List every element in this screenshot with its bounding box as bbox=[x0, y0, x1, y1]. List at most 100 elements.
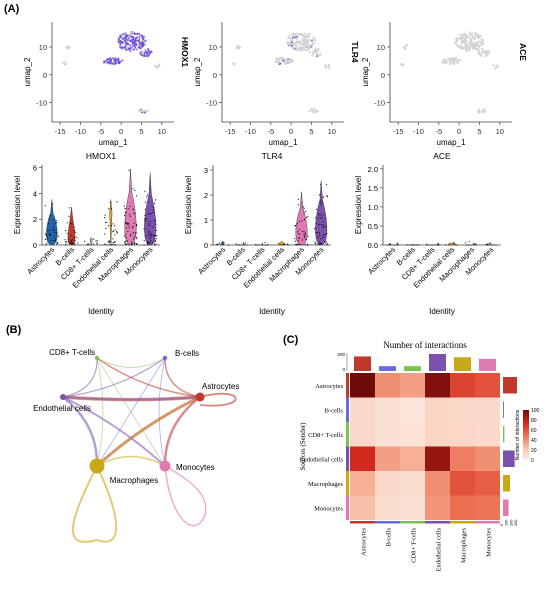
violin-point bbox=[114, 229, 116, 231]
umap-cell-point bbox=[306, 36, 309, 39]
umap-cell-point bbox=[477, 111, 480, 114]
violin-point bbox=[324, 240, 326, 243]
umap-cell-point bbox=[288, 35, 291, 38]
umap-cell-point bbox=[484, 55, 487, 58]
umap-cell-point bbox=[102, 59, 106, 62]
violin-point bbox=[112, 223, 114, 225]
umap-cell-point bbox=[314, 39, 317, 42]
violin-point bbox=[135, 232, 137, 234]
umap-cell-point bbox=[143, 48, 146, 51]
umap-cell-point bbox=[449, 57, 452, 60]
umap-cell-point bbox=[119, 60, 122, 63]
heatmap-cell bbox=[375, 495, 400, 520]
violin-shape bbox=[109, 199, 113, 246]
umap-cell-point bbox=[467, 35, 470, 38]
umap-cell-point bbox=[122, 37, 125, 41]
violin-point bbox=[144, 201, 147, 203]
violin-point bbox=[473, 243, 475, 245]
umap-cell-point bbox=[144, 39, 147, 42]
network-edge bbox=[62, 396, 201, 401]
umap-cell-point bbox=[138, 41, 141, 44]
violin-point bbox=[243, 243, 245, 245]
heatmap-legend-tick: 60 bbox=[531, 428, 537, 434]
violin-point bbox=[128, 224, 130, 226]
heatmap-top-bar bbox=[404, 366, 421, 371]
umap-y-label: umap_2 bbox=[361, 57, 370, 86]
umap-cell-point bbox=[126, 38, 129, 42]
heatmap-cell bbox=[425, 422, 450, 447]
violin-point bbox=[319, 234, 321, 236]
violin-point bbox=[150, 235, 153, 237]
violin-point bbox=[487, 243, 489, 245]
heatmap-cell bbox=[400, 471, 425, 496]
violin-point bbox=[304, 244, 306, 246]
violin-point bbox=[125, 237, 127, 239]
violin-point bbox=[86, 243, 88, 245]
violin-point bbox=[305, 216, 308, 219]
violin-title: ACE bbox=[433, 151, 451, 161]
violin-point bbox=[109, 201, 111, 203]
violin-point bbox=[134, 189, 136, 192]
network-node-label: Monocytes bbox=[176, 463, 215, 472]
umap-cell-point bbox=[141, 41, 144, 45]
violin-point bbox=[48, 232, 51, 234]
umap-cell-point bbox=[481, 49, 484, 52]
violin-point bbox=[282, 243, 284, 245]
umap-cell-point bbox=[307, 44, 310, 47]
heatmap-col-label: Macrophages bbox=[461, 528, 468, 563]
umap-cell-point bbox=[288, 60, 291, 63]
umap-cell-point bbox=[124, 31, 128, 34]
violin-y-label: Expression level bbox=[354, 176, 363, 234]
umap-cell-point bbox=[288, 37, 291, 40]
umap-cell-point bbox=[455, 59, 458, 63]
umap-cell-point bbox=[133, 32, 136, 35]
violin-point bbox=[46, 242, 48, 244]
umap-cell-point bbox=[139, 47, 142, 50]
network-node-label: Macrophages bbox=[110, 476, 158, 485]
heatmap-cell bbox=[425, 397, 450, 422]
violin-y-tick-label: 1.0 bbox=[368, 203, 378, 212]
umap-cell-point bbox=[113, 58, 116, 61]
violin-point bbox=[150, 240, 152, 242]
umap-cell-point bbox=[475, 47, 478, 51]
umap-cell-point bbox=[127, 43, 130, 46]
violin-point bbox=[327, 243, 329, 245]
umap-x-tick-label: -15 bbox=[225, 127, 236, 136]
umap-cell-point bbox=[233, 63, 236, 66]
umap-y-tick-label: 0 bbox=[43, 71, 47, 80]
umap-cell-point bbox=[139, 52, 142, 55]
umap-x-tick-label: 10 bbox=[158, 127, 166, 136]
heatmap-side-bar bbox=[503, 377, 517, 394]
violin-point bbox=[319, 217, 321, 219]
heatmap-y-label: Sources (Sender) bbox=[299, 422, 307, 471]
violin-point bbox=[135, 243, 137, 245]
violin-point bbox=[71, 239, 73, 241]
umap-cell-point bbox=[453, 57, 456, 60]
violin-point bbox=[154, 244, 156, 246]
umap-cell-point bbox=[141, 45, 144, 48]
umap-cell-point bbox=[145, 109, 148, 112]
heatmap-cell bbox=[450, 446, 475, 471]
violin-title: TLR4 bbox=[262, 151, 283, 161]
violin-point bbox=[325, 242, 327, 244]
violin-y-tick-label: 4 bbox=[33, 189, 37, 198]
umap-cell-point bbox=[312, 51, 315, 55]
umap-cell-point bbox=[129, 31, 133, 34]
violin-point bbox=[325, 218, 327, 220]
umap-cell-point bbox=[128, 45, 131, 48]
violin-point bbox=[304, 232, 306, 234]
violin-point bbox=[147, 213, 149, 215]
umap-cell-point bbox=[314, 50, 317, 53]
umap-cell-point bbox=[288, 42, 291, 45]
violin-point bbox=[325, 226, 327, 228]
umap-cell-point bbox=[311, 41, 314, 44]
heatmap-row-label: B-cells bbox=[325, 407, 344, 414]
violin-point bbox=[155, 244, 157, 246]
umap-cell-point bbox=[477, 49, 480, 52]
umap-cell-point bbox=[469, 46, 472, 49]
umap-cell-point bbox=[466, 46, 469, 50]
violin-point bbox=[124, 233, 126, 235]
heatmap-cell bbox=[350, 397, 375, 422]
violin-category-label: Astrocytes bbox=[196, 245, 227, 276]
